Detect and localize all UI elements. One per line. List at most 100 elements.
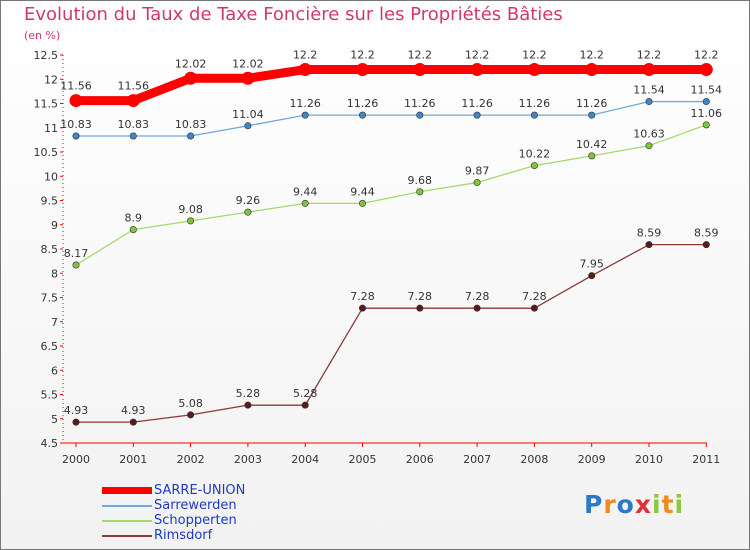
data-label-rimsdorf: 8.59 (694, 227, 719, 240)
data-point-sarre-union (69, 94, 83, 108)
legend-item-sarrewerden[interactable]: Sarrewerden (102, 498, 362, 513)
data-label-schopperten: 9.08 (178, 203, 203, 216)
series-line-schopperten (75, 124, 707, 266)
legend-swatch (102, 505, 152, 507)
data-label-schopperten: 9.26 (236, 194, 261, 207)
x-tick-label: 2002 (177, 453, 205, 466)
data-label-schopperten: 8.17 (64, 247, 89, 260)
legend-label: Rimsdorf (154, 528, 213, 543)
data-label-sarre-union: 11.56 (60, 80, 92, 93)
data-point-schopperten (358, 199, 366, 207)
data-point-sarre-union (356, 63, 369, 77)
data-point-sarrewerden (301, 111, 309, 119)
legend-item-sarre-union[interactable]: SARRE-UNION (102, 483, 362, 498)
x-tick-label: 2010 (635, 453, 663, 466)
data-label-schopperten: 9.44 (293, 185, 318, 198)
x-tick-label: 2004 (291, 453, 319, 466)
data-point-sarre-union (470, 63, 484, 77)
data-point-sarre-union (699, 63, 713, 77)
data-label-schopperten: 11.06 (691, 107, 723, 120)
data-label-sarre-union: 12.2 (465, 49, 490, 62)
data-label-schopperten: 9.44 (350, 185, 375, 198)
data-point-rimsdorf (416, 304, 424, 312)
data-point-schopperten (588, 152, 596, 160)
data-point-schopperten (530, 162, 538, 170)
x-tick-label: 2001 (119, 453, 147, 466)
data-point-rimsdorf (530, 304, 538, 312)
chart-legend: SARRE-UNION Sarrewerden Schopperten Rims… (102, 483, 362, 543)
data-label-sarrewerden: 10.83 (175, 118, 207, 131)
data-label-sarrewerden: 11.26 (404, 97, 436, 110)
data-point-sarre-union (413, 63, 427, 77)
data-point-schopperten (72, 261, 80, 269)
y-tick-label: 10 (44, 170, 58, 183)
data-point-sarrewerden (358, 111, 366, 119)
data-label-sarre-union: 12.2 (522, 49, 547, 62)
data-label-schopperten: 10.63 (633, 128, 665, 141)
legend-swatch (102, 487, 152, 494)
proxiti-logo[interactable]: Proxiti (584, 490, 684, 519)
x-tick-label: 2008 (520, 453, 548, 466)
data-point-rimsdorf (301, 401, 309, 409)
data-point-schopperten (645, 142, 653, 150)
data-label-sarre-union: 11.56 (118, 80, 150, 93)
series-line-sarrewerden (75, 100, 707, 137)
x-tick-label: 2011 (692, 453, 720, 466)
data-point-rimsdorf (702, 241, 710, 249)
data-point-schopperten (416, 188, 424, 196)
data-point-rimsdorf (72, 418, 80, 426)
data-point-sarrewerden (187, 132, 195, 140)
data-label-sarre-union: 12.2 (637, 49, 662, 62)
y-tick-label: 4.5 (41, 437, 59, 450)
y-tick-label: 7.5 (41, 292, 59, 305)
legend-label: SARRE-UNION (154, 483, 246, 498)
data-point-schopperten (473, 179, 481, 187)
data-label-rimsdorf: 7.95 (579, 258, 604, 271)
data-label-sarrewerden: 11.04 (232, 108, 264, 121)
legend-item-schopperten[interactable]: Schopperten (102, 513, 362, 528)
chart-title: Evolution du Taux de Taxe Foncière sur l… (24, 4, 563, 25)
data-point-rimsdorf (129, 418, 137, 426)
data-point-sarrewerden (416, 111, 424, 119)
data-label-sarre-union: 12.2 (579, 49, 604, 62)
data-label-sarre-union: 12.2 (293, 49, 318, 62)
data-label-sarrewerden: 11.54 (691, 84, 723, 97)
data-label-sarre-union: 12.02 (175, 57, 207, 70)
data-label-sarrewerden: 11.26 (519, 97, 551, 110)
data-point-sarre-union (527, 63, 541, 77)
x-tick-label: 2009 (578, 453, 606, 466)
logo-letter: t (661, 490, 675, 519)
data-label-sarrewerden: 11.26 (289, 97, 321, 110)
y-tick-label: 12.5 (34, 49, 59, 62)
data-point-sarrewerden (530, 111, 538, 119)
y-tick-label: 7 (51, 316, 58, 329)
y-tick-label: 9.5 (41, 195, 59, 208)
x-tick-label: 2003 (234, 453, 262, 466)
logo-letter: x (634, 490, 652, 519)
legend-label: Schopperten (154, 513, 237, 528)
data-label-rimsdorf: 7.28 (408, 290, 433, 303)
logo-letter: i (674, 490, 685, 519)
data-label-schopperten: 10.42 (576, 138, 608, 151)
logo-letter: r (603, 490, 617, 519)
x-tick-label: 2006 (406, 453, 434, 466)
logo-letter: P (584, 490, 604, 519)
data-point-schopperten (187, 217, 195, 225)
data-point-schopperten (244, 208, 252, 216)
y-tick-label: 9 (51, 219, 58, 232)
data-label-schopperten: 10.22 (519, 148, 551, 161)
data-label-rimsdorf: 5.08 (178, 397, 203, 410)
y-tick-label: 11 (44, 122, 58, 135)
data-label-sarre-union: 12.2 (408, 49, 433, 62)
data-label-schopperten: 9.68 (408, 174, 433, 187)
data-label-rimsdorf: 5.28 (236, 387, 261, 400)
data-label-rimsdorf: 4.93 (121, 404, 146, 417)
data-point-rimsdorf (588, 272, 596, 280)
y-tick-label: 8.5 (41, 243, 59, 256)
data-point-sarre-union (241, 71, 255, 85)
logo-letter: i (652, 490, 662, 519)
legend-item-rimsdorf[interactable]: Rimsdorf (102, 528, 362, 543)
data-point-sarre-union (126, 94, 140, 108)
logo-letter: o (616, 490, 635, 519)
